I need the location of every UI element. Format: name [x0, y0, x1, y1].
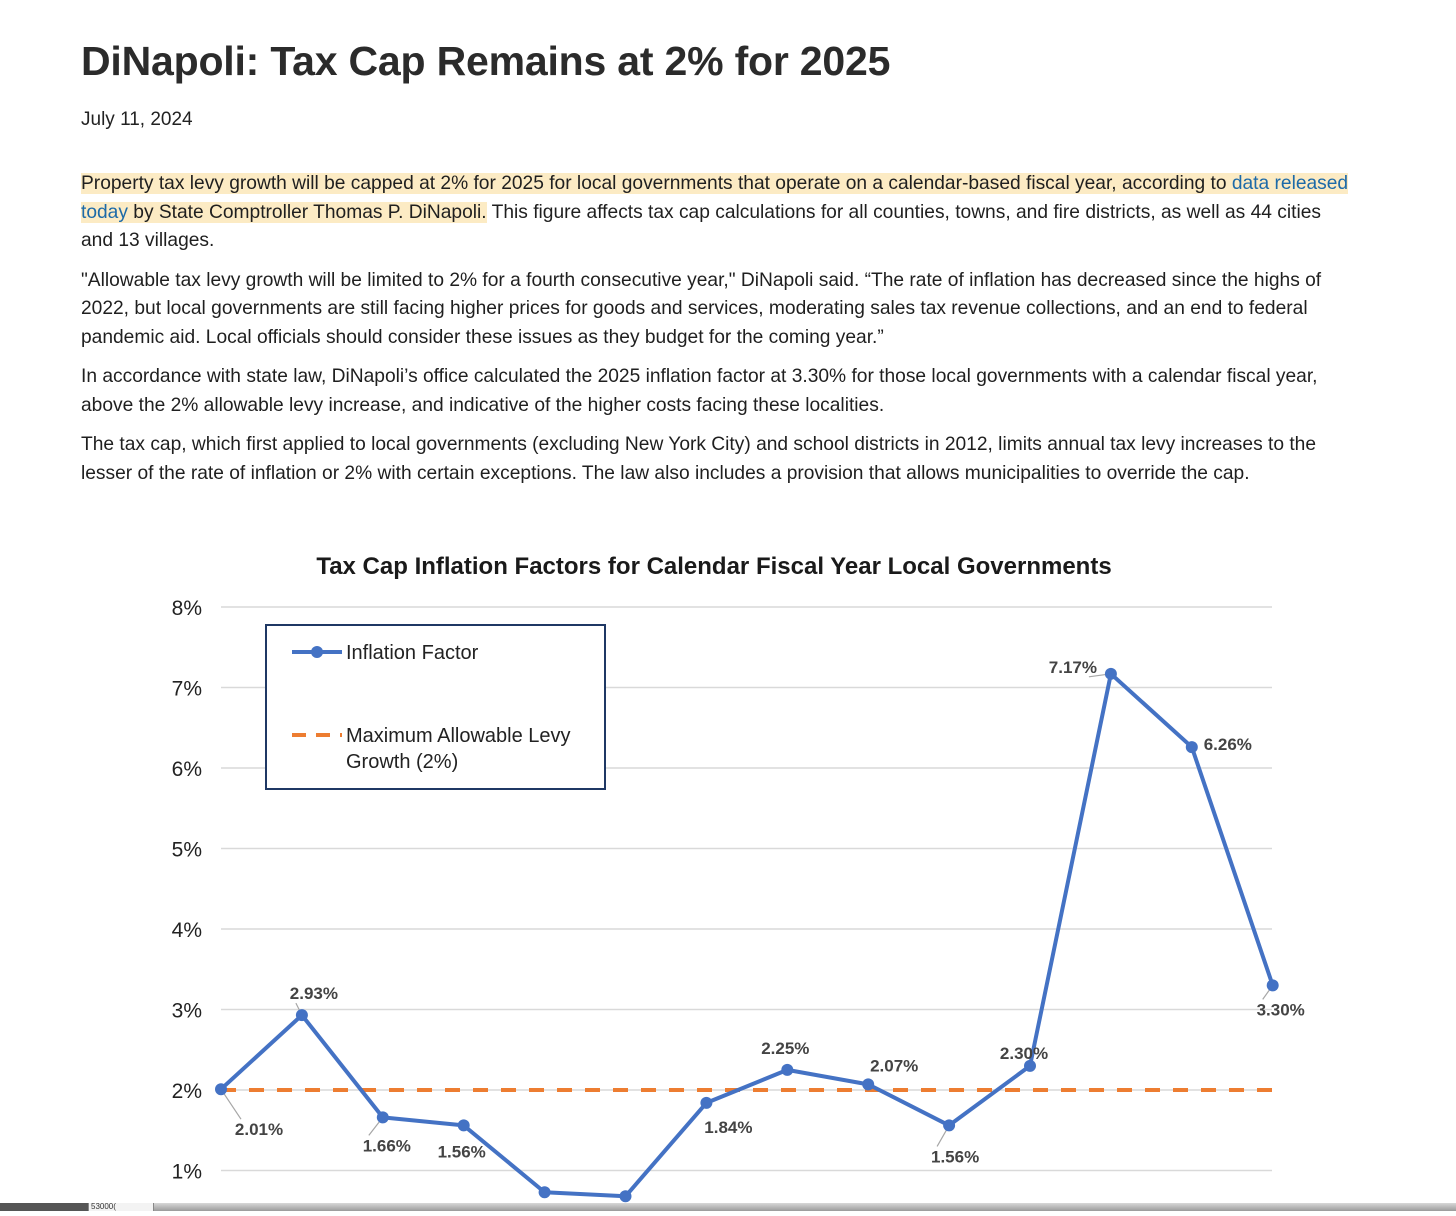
data-label: 2.25%: [761, 1039, 809, 1058]
y-tick-label: 8%: [172, 597, 202, 620]
paragraph-2: "Allowable tax levy growth will be limit…: [81, 269, 1322, 348]
data-point: [1266, 979, 1279, 992]
inflation-factor-line: [219, 671, 1275, 1199]
data-point: [700, 1096, 713, 1109]
data-point: [538, 1186, 551, 1199]
data-point: [619, 1190, 632, 1203]
window-bottom-bar: 53000(: [0, 1203, 1456, 1211]
data-point: [781, 1063, 794, 1076]
y-tick-label: 1%: [172, 1161, 202, 1184]
data-label: 6.26%: [1204, 735, 1252, 754]
data-point: [215, 1083, 227, 1096]
y-tick-label: 3%: [172, 1000, 202, 1023]
data-point: [1104, 667, 1117, 680]
data-point: [457, 1119, 470, 1132]
data-released-today-link[interactable]: data released today: [81, 173, 1349, 223]
data-point: [376, 1111, 389, 1124]
chart-legend: Inflation Factor Maximum Allowable Levy …: [265, 624, 606, 790]
data-label: 1.56%: [931, 1147, 979, 1166]
y-tick-label: 2%: [172, 1080, 202, 1103]
data-label: 7.17%: [1049, 658, 1097, 677]
status-cell: 53000(: [88, 1203, 154, 1211]
data-label: 2.30%: [1000, 1044, 1048, 1063]
inflation-chart: Tax Cap Inflation Factors for Calendar F…: [0, 530, 1456, 1211]
data-point: [295, 1009, 308, 1022]
data-label: 1.56%: [438, 1142, 486, 1161]
y-tick-label: 5%: [172, 839, 202, 862]
y-tick-label: 4%: [172, 919, 202, 942]
legend-inflation-label: Inflation Factor: [346, 642, 479, 664]
legend-levy-label-line2: Growth (2%): [346, 751, 458, 773]
article-body: Property tax levy growth will be capped …: [81, 170, 1356, 499]
data-label: 1.66%: [363, 1136, 411, 1155]
data-point: [1024, 1059, 1036, 1072]
data-point: [943, 1119, 956, 1132]
y-tick-label: 7%: [172, 678, 202, 701]
data-label: 2.93%: [290, 984, 338, 1003]
data-label: 1.84%: [704, 1118, 752, 1137]
article-date: July 11, 2024: [81, 109, 193, 130]
chart-svg: Tax Cap Inflation Factors for Calendar F…: [172, 553, 1305, 1203]
y-tick-label: 6%: [172, 758, 202, 781]
legend-levy-label-line1: Maximum Allowable Levy: [346, 725, 571, 747]
paragraph-1: Property tax levy growth will be capped …: [81, 173, 1349, 251]
data-point: [1185, 741, 1198, 754]
data-label: 2.07%: [870, 1056, 918, 1075]
chart-title: Tax Cap Inflation Factors for Calendar F…: [316, 553, 1111, 580]
article-title: DiNapoli: Tax Cap Remains at 2% for 2025: [81, 38, 891, 84]
legend-inflation-marker: [311, 646, 323, 658]
paragraph-4: The tax cap, which first applied to loca…: [81, 434, 1316, 484]
paragraph-3: In accordance with state law, DiNapoli’s…: [81, 366, 1318, 416]
data-label: 3.30%: [1257, 1000, 1305, 1019]
leader-line: [220, 1088, 242, 1120]
data-point: [862, 1078, 875, 1091]
data-label: 2.01%: [235, 1120, 283, 1139]
